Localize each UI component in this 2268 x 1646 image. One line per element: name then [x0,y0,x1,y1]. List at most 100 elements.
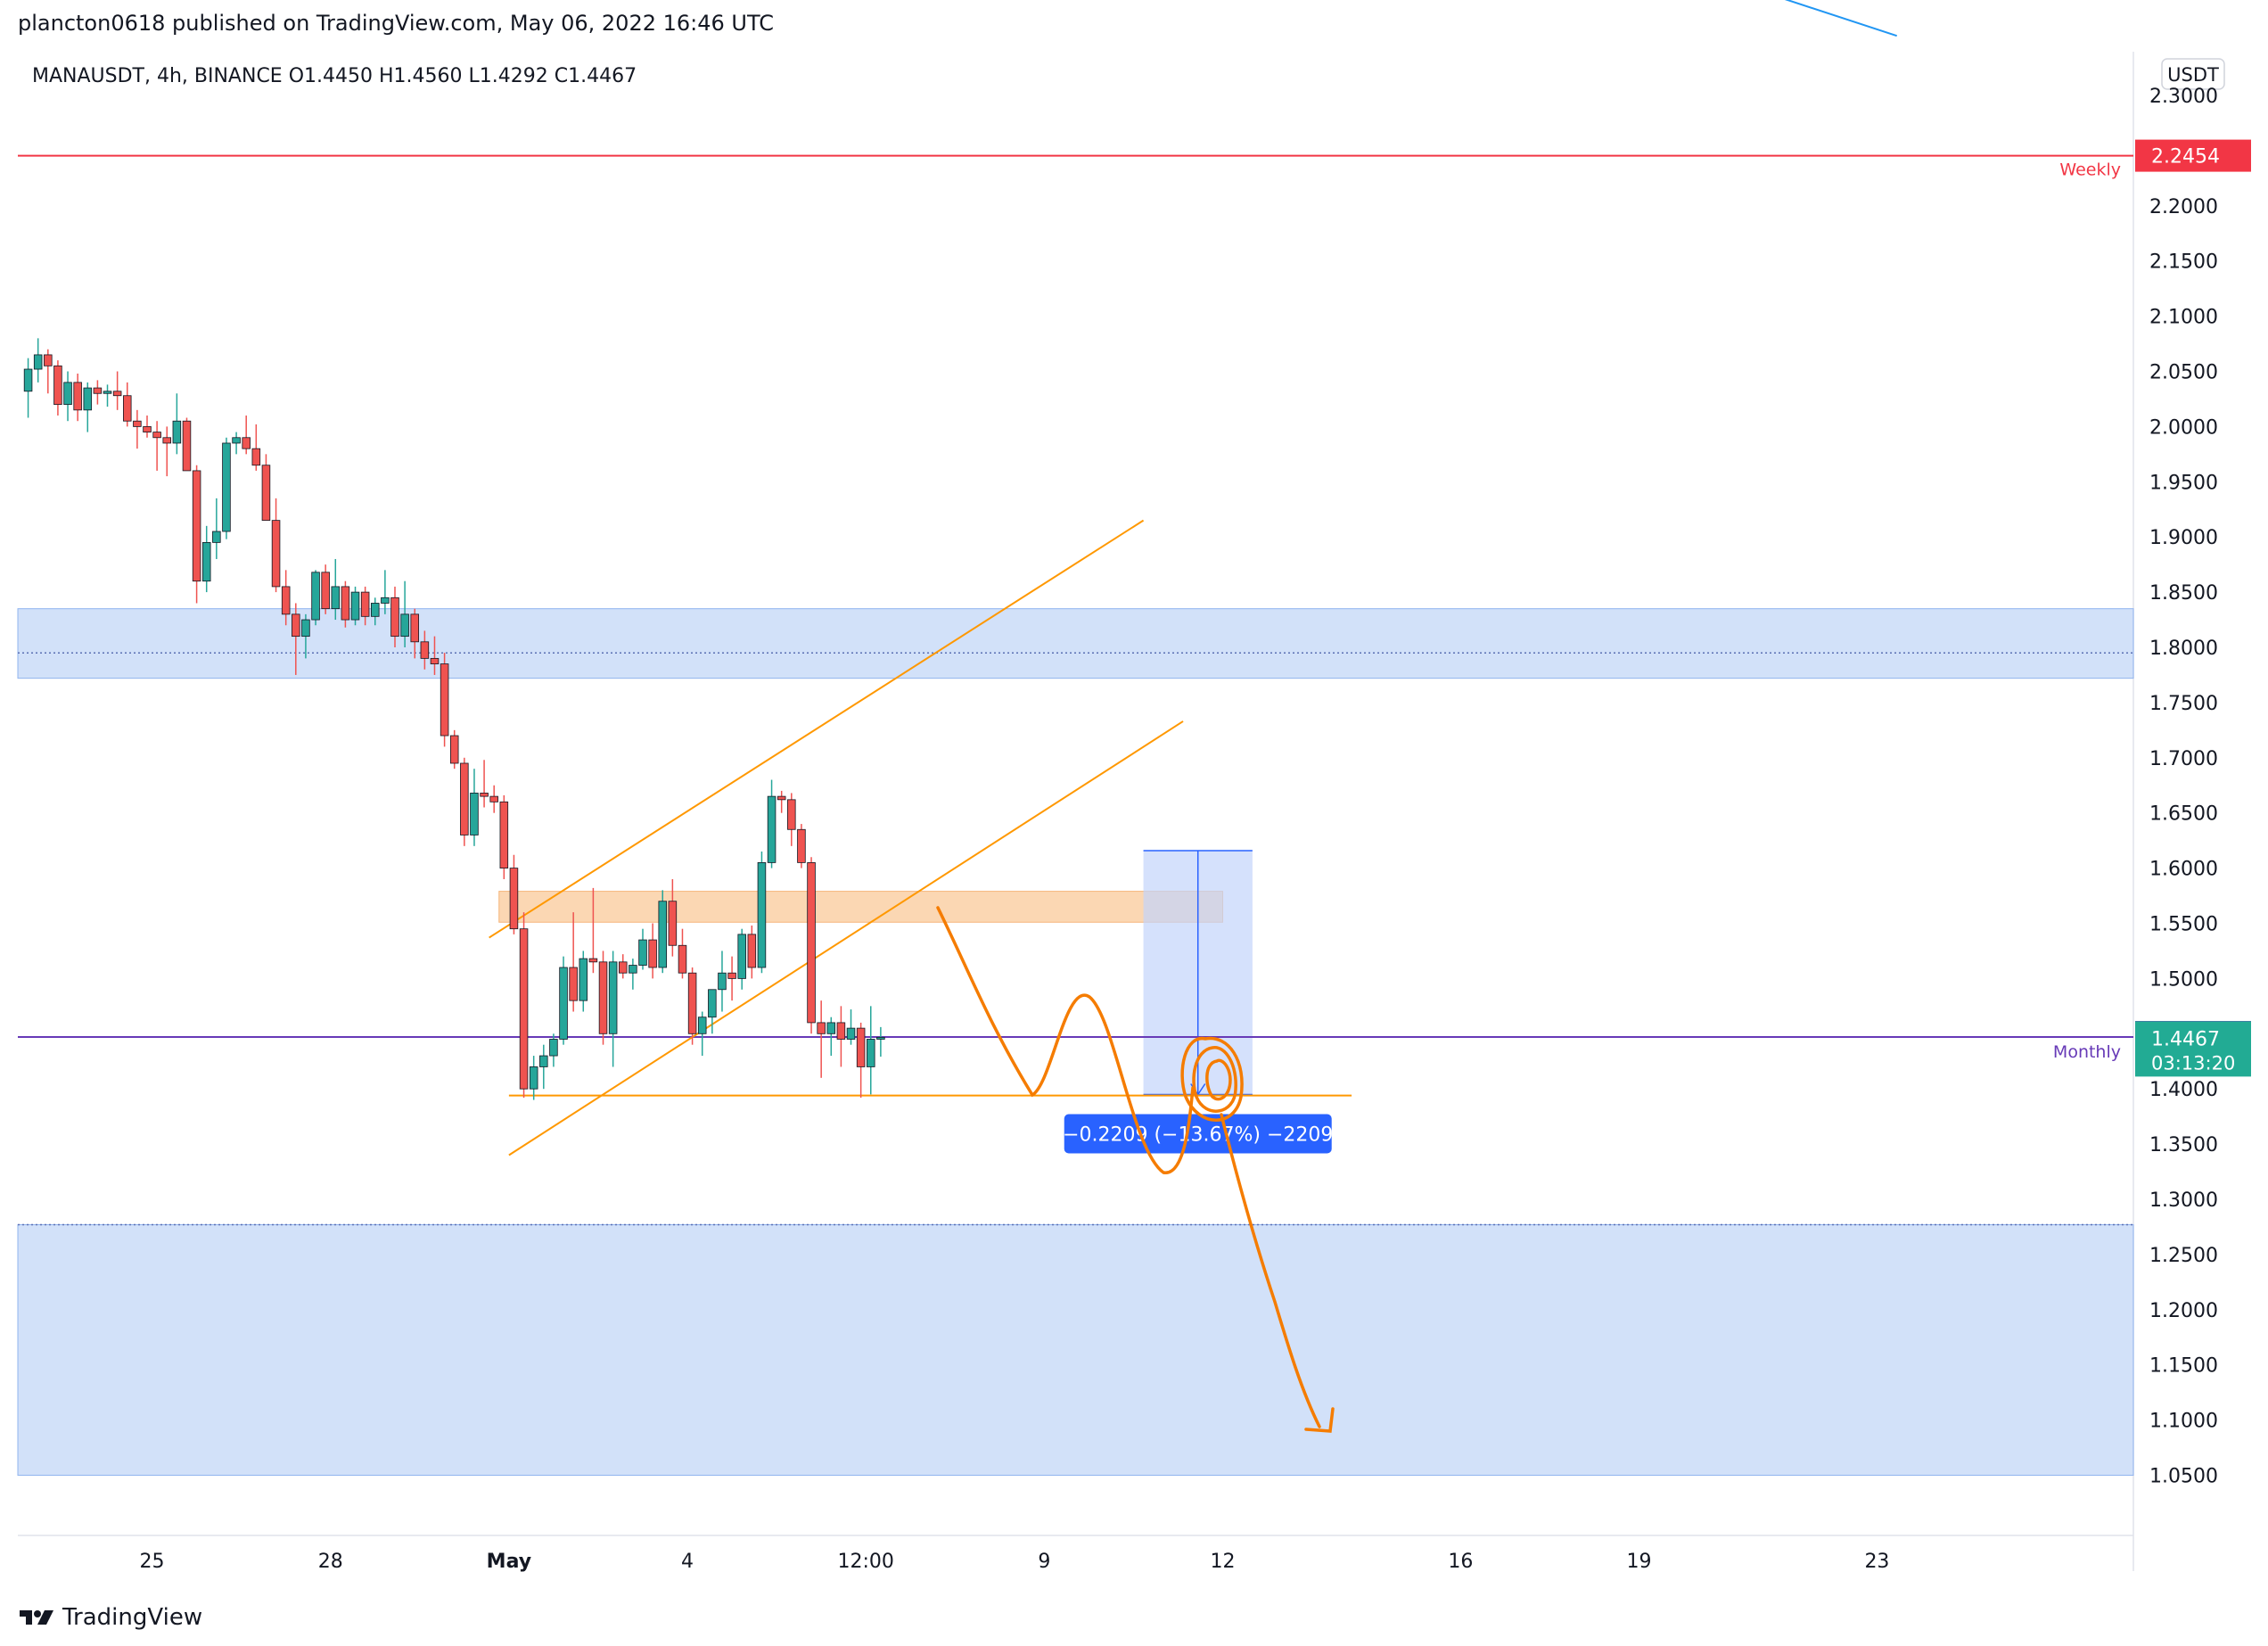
candle-body [846,1027,856,1040]
drawn-circle-1 [1180,1036,1244,1122]
candle-body [588,958,598,963]
y-tick-label: 2.0500 [2149,362,2218,384]
candle-body [331,586,341,610]
candle-body [33,354,43,370]
candle-body [807,862,816,1024]
trendline-0 [1784,0,1897,37]
publish-header-text: plancton0618 published on TradingView.co… [18,11,774,36]
candle-body [579,958,588,1001]
candle-body [797,828,806,863]
candle-body [112,391,122,397]
candle-body [182,420,192,472]
y-tick-label: 1.9500 [2149,472,2218,494]
candle-body [836,1022,846,1040]
x-tick-label: 9 [1038,1551,1050,1573]
candle-body [629,965,637,974]
drawn-path-drop [1220,1113,1321,1428]
candle-body [162,437,172,444]
candle-body [152,432,161,439]
drawn-path-wave [936,906,1195,1174]
price-tag-weekly [2135,139,2251,172]
candle-body [73,382,82,411]
candle-body [876,1036,885,1040]
candle-body [559,967,568,1040]
candle-body [539,1055,548,1067]
candle-body [390,597,399,638]
candle-body [718,972,727,991]
drawn-circle-3 [1205,1058,1232,1101]
trendline-2 [508,720,1184,1156]
x-tick-label: 19 [1627,1551,1652,1573]
candle-body [44,354,53,366]
y-tick-label: 2.0000 [2149,416,2218,439]
blue-zone-0 [17,608,2134,679]
candle-body [767,795,777,863]
candle-body [519,928,529,1090]
y-tick-label: 1.5000 [2149,968,2218,991]
candle-body [103,391,112,394]
candle-body [381,597,390,604]
candle-body [53,365,62,406]
y-tick-label: 1.0500 [2149,1466,2218,1488]
level-label-monthly: Monthly [2053,1042,2121,1062]
candle-body [271,520,281,588]
x-tick-label: 28 [318,1551,343,1573]
candle-body [311,572,320,621]
candle-body [63,382,72,406]
footer: TradingView [18,1600,202,1635]
publish-header: plancton0618 published on TradingView.co… [18,11,774,36]
measure-label: −0.2209 (−13.67%) −2209 [1063,1124,1333,1147]
candle-body [122,395,132,422]
y-tick-label: 1.2500 [2149,1245,2218,1267]
candle-body [648,939,657,968]
candle-body [460,762,469,835]
candle-body [569,967,578,1001]
candle-body [747,934,757,968]
y-tick-label: 1.7500 [2149,693,2218,715]
candle-body [826,1022,836,1034]
candle-body [301,619,310,638]
y-tick-label: 2.2000 [2149,196,2218,218]
candle-body [232,437,241,444]
candle-body [420,641,430,659]
candle-body [93,387,103,394]
y-tick-label: 1.8000 [2149,638,2218,660]
y-tick-label: 1.3000 [2149,1189,2218,1212]
candle-body [133,420,142,427]
candle-body [360,591,370,617]
candle-body [489,795,498,802]
y-tick-label: 1.9000 [2149,527,2218,549]
price-axis [2134,0,2268,1589]
candle-body [727,972,736,979]
footer-brand: TradingView [62,1604,203,1631]
candle-body [608,961,618,1034]
symbol-info: MANAUSDT, 4h, BINANCE O1.4450 H1.4560 L1… [32,65,637,87]
candle-body [817,1022,826,1034]
candle-body [777,795,786,801]
candle-body [499,801,509,869]
blue-zone-1 [17,1223,2134,1476]
x-tick-label: 4 [681,1551,694,1573]
candle-body [619,961,628,974]
candle-body [509,868,519,930]
y-tick-label: 2.1000 [2149,307,2218,329]
y-tick-label: 1.7000 [2149,748,2218,770]
measure-label-box [1064,1114,1332,1154]
candle-body [480,793,489,797]
currency-badge[interactable] [2161,58,2225,90]
candle-body [410,613,420,643]
candle-body [83,387,93,411]
candle-body [470,793,479,835]
candle-body [708,989,717,1018]
y-tick-label: 1.1000 [2149,1411,2218,1433]
candle-body [400,613,409,638]
orange-zone [498,891,1224,923]
candle-body [321,572,330,610]
candle-body [440,663,449,737]
candle-body [201,541,211,582]
candle-body [856,1027,866,1067]
candle-body [242,437,251,449]
current-price-tag [2135,1021,2251,1077]
candle-body [787,799,796,830]
